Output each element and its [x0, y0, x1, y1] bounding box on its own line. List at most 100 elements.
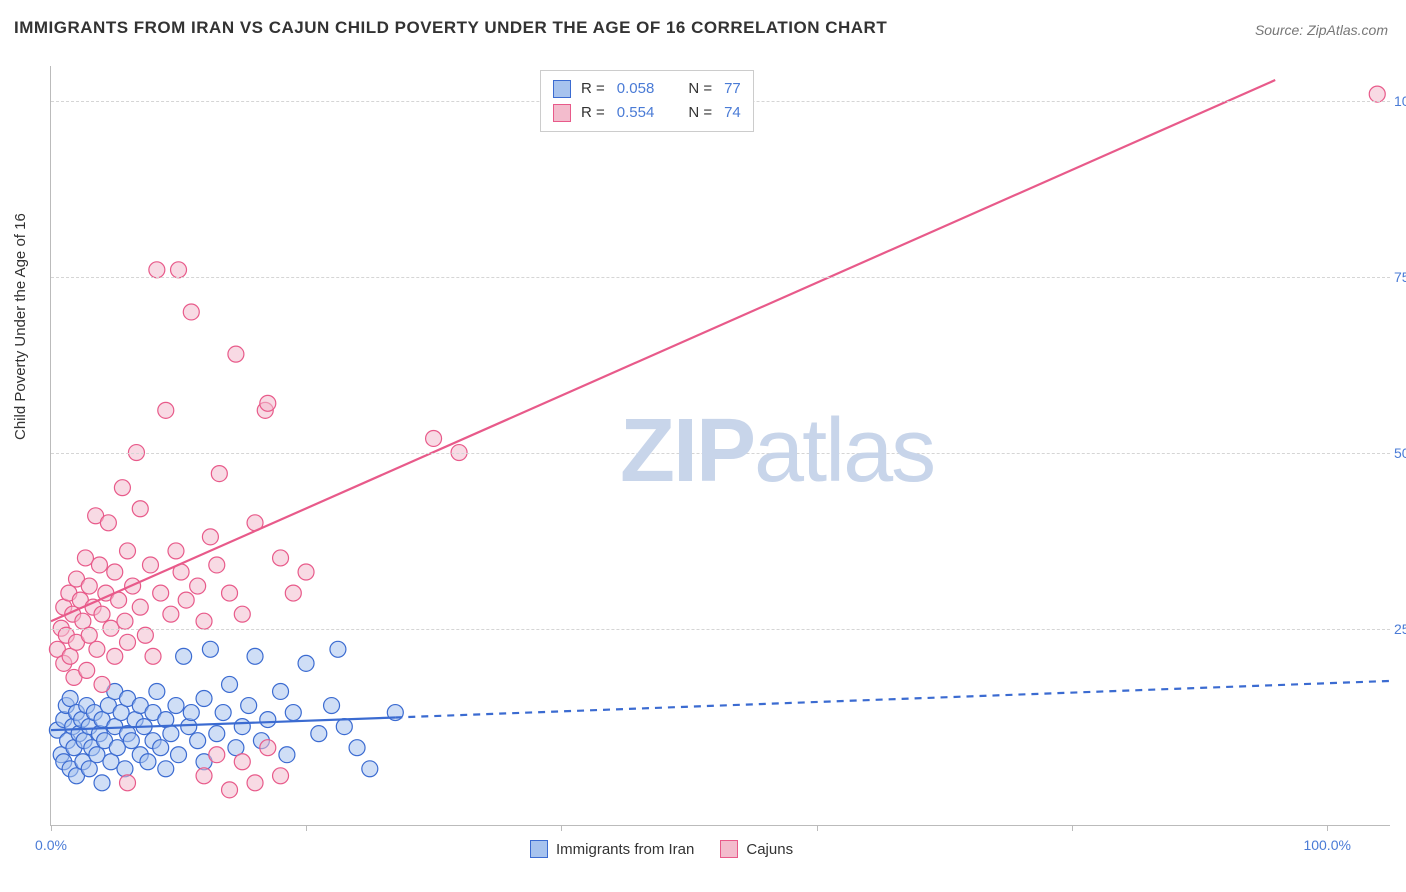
data-point — [117, 761, 133, 777]
data-point — [79, 662, 95, 678]
data-point — [100, 515, 116, 531]
x-tick-mark — [561, 825, 562, 831]
gridline — [51, 453, 1390, 454]
legend-swatch — [720, 840, 738, 858]
legend-n-label: N = — [688, 77, 712, 101]
data-point — [202, 641, 218, 657]
data-point — [81, 761, 97, 777]
data-point — [145, 648, 161, 664]
data-point — [1369, 86, 1385, 102]
data-point — [330, 641, 346, 657]
data-point — [181, 719, 197, 735]
data-point — [107, 564, 123, 580]
legend-series-label: Cajuns — [746, 841, 793, 858]
data-point — [163, 726, 179, 742]
data-point — [123, 733, 139, 749]
legend-series: Immigrants from Iran Cajuns — [530, 840, 793, 858]
data-point — [222, 676, 238, 692]
data-point — [81, 578, 97, 594]
data-point — [285, 585, 301, 601]
data-point — [149, 262, 165, 278]
data-point — [209, 726, 225, 742]
legend-correlation-row: R =0.058N =77 — [553, 77, 741, 101]
data-point — [89, 641, 105, 657]
data-point — [158, 402, 174, 418]
data-point — [234, 606, 250, 622]
x-tick-mark — [1072, 825, 1073, 831]
data-point — [183, 705, 199, 721]
legend-n-value: 74 — [724, 101, 741, 125]
data-point — [196, 691, 212, 707]
data-point — [311, 726, 327, 742]
data-point — [202, 529, 218, 545]
data-point — [153, 585, 169, 601]
data-point — [298, 655, 314, 671]
data-point — [171, 262, 187, 278]
source-attribution: Source: ZipAtlas.com — [1255, 22, 1388, 38]
data-point — [94, 676, 110, 692]
data-point — [211, 466, 227, 482]
gridline — [51, 629, 1390, 630]
x-tick-mark — [306, 825, 307, 831]
data-point — [273, 768, 289, 784]
data-point — [285, 705, 301, 721]
x-tick-label: 0.0% — [35, 837, 67, 853]
data-point — [222, 782, 238, 798]
data-point — [168, 698, 184, 714]
x-tick-label: 100.0% — [1303, 837, 1350, 853]
x-tick-mark — [1327, 825, 1328, 831]
data-point — [178, 592, 194, 608]
x-tick-mark — [51, 825, 52, 831]
data-point — [171, 747, 187, 763]
data-point — [163, 606, 179, 622]
data-point — [196, 768, 212, 784]
data-point — [142, 557, 158, 573]
data-point — [298, 564, 314, 580]
legend-r-value: 0.554 — [617, 101, 655, 125]
data-point — [132, 599, 148, 615]
legend-r-value: 0.058 — [617, 77, 655, 101]
data-point — [190, 578, 206, 594]
legend-series-item: Cajuns — [720, 840, 793, 858]
legend-r-label: R = — [581, 101, 605, 125]
gridline — [51, 277, 1390, 278]
data-point — [117, 613, 133, 629]
data-point — [120, 543, 136, 559]
data-point — [176, 648, 192, 664]
data-point — [241, 698, 257, 714]
legend-swatch — [553, 104, 571, 122]
data-point — [234, 719, 250, 735]
data-point — [209, 747, 225, 763]
y-tick-label: 25.0% — [1394, 621, 1406, 637]
data-point — [132, 501, 148, 517]
data-point — [149, 683, 165, 699]
data-point — [362, 761, 378, 777]
data-point — [260, 395, 276, 411]
x-tick-mark — [817, 825, 818, 831]
data-point — [336, 719, 352, 735]
data-point — [260, 740, 276, 756]
data-point — [107, 648, 123, 664]
y-tick-label: 75.0% — [1394, 269, 1406, 285]
legend-series-item: Immigrants from Iran — [530, 840, 694, 858]
data-point — [234, 754, 250, 770]
legend-swatch — [553, 80, 571, 98]
data-point — [190, 733, 206, 749]
data-point — [209, 557, 225, 573]
legend-swatch — [530, 840, 548, 858]
data-point — [158, 761, 174, 777]
data-point — [426, 430, 442, 446]
data-point — [273, 550, 289, 566]
data-point — [324, 698, 340, 714]
data-point — [247, 775, 263, 791]
data-point — [94, 775, 110, 791]
data-point — [228, 346, 244, 362]
y-tick-label: 100.0% — [1394, 93, 1406, 109]
data-point — [222, 585, 238, 601]
data-point — [196, 613, 212, 629]
legend-correlation-row: R =0.554N =74 — [553, 101, 741, 125]
data-point — [114, 480, 130, 496]
data-point — [140, 754, 156, 770]
data-point — [349, 740, 365, 756]
chart-svg — [51, 66, 1390, 825]
